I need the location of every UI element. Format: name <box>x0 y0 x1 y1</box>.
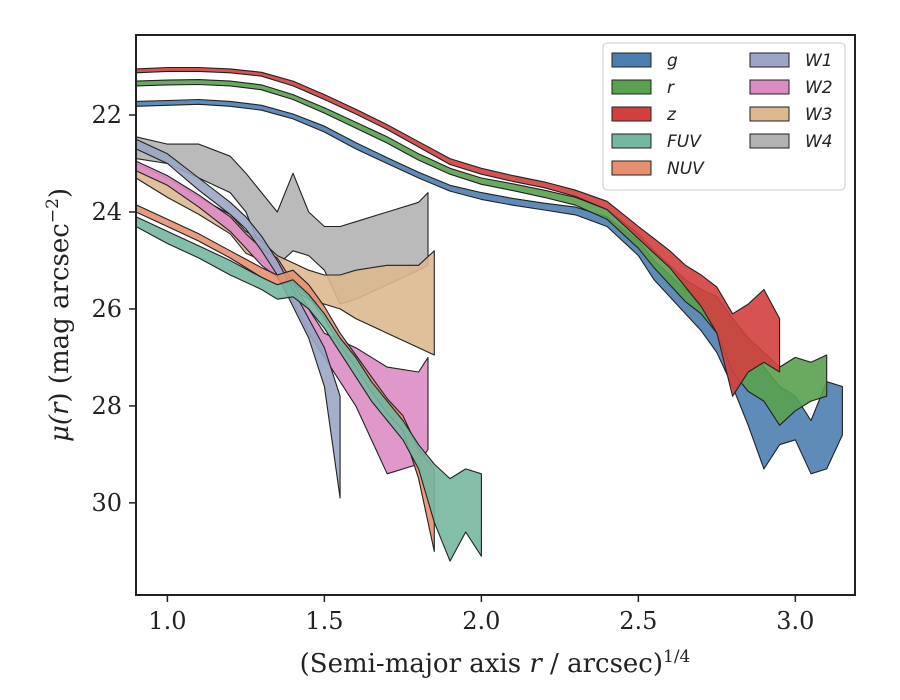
legend-label-nuv: NUV <box>667 159 705 179</box>
legend-label-w2: W2 <box>805 78 833 98</box>
legend-swatch-nuv <box>611 160 652 176</box>
plot-frame <box>135 34 856 596</box>
legend-label-g: g <box>667 51 678 71</box>
legend-swatch-w2 <box>749 79 790 95</box>
y-tick-label: 24 <box>91 198 122 226</box>
x-tick-label: 2.5 <box>619 607 657 635</box>
band-g <box>135 98 843 475</box>
x-axis-label: (Semi-major axis r / arcsec)1/4 <box>300 647 691 679</box>
legend-label-z: z <box>666 105 677 125</box>
y-axis-label: μ(r) (mag arcsec−2) <box>43 188 75 442</box>
legend-swatch-r <box>611 79 652 95</box>
legend-swatch-fuv <box>611 133 652 149</box>
legend-swatch-w1 <box>749 52 790 68</box>
y-tick-label: 30 <box>91 489 122 517</box>
x-tick-label: 1.5 <box>305 607 343 635</box>
y-tick-label: 26 <box>91 295 122 323</box>
legend-swatch-w4 <box>749 133 790 149</box>
legend-swatch-w3 <box>749 106 790 122</box>
band-z <box>135 66 781 397</box>
band-fuv <box>135 216 482 562</box>
x-tick-label: 3.0 <box>776 607 814 635</box>
y-tick-label: 28 <box>91 392 122 420</box>
bands-layer <box>135 66 843 562</box>
y-tick-label: 22 <box>91 101 122 129</box>
y-axis: 22 24 26 28 30 <box>91 101 136 517</box>
band-r <box>135 79 828 426</box>
legend-label-fuv: FUV <box>667 132 702 152</box>
x-tick-label: 2.0 <box>462 607 500 635</box>
legend-label-w3: W3 <box>805 105 833 125</box>
x-axis: 1.0 1.5 2.0 2.5 3.0 <box>148 595 814 635</box>
legend-swatch-z <box>611 106 652 122</box>
legend-swatch-g <box>611 52 652 68</box>
x-tick-label: 1.0 <box>148 607 186 635</box>
legend-label-w1: W1 <box>805 51 833 71</box>
band-w1 <box>135 138 341 499</box>
legend-label-w4: W4 <box>805 132 833 152</box>
legend-label-r: r <box>667 78 675 98</box>
legend: grz FUV NUV W1 W2 W3 W4 <box>602 42 846 191</box>
